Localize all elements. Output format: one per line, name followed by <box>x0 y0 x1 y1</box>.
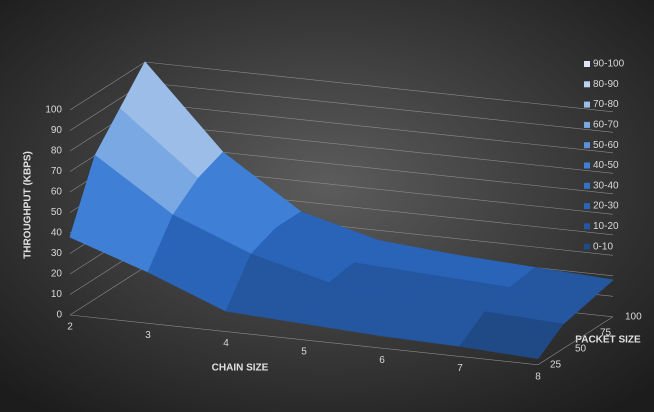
x-tick-label: 3 <box>145 330 151 341</box>
x-tick-label: 4 <box>223 338 229 349</box>
y-tick-label: 100 <box>45 105 62 116</box>
legend-swatch <box>584 203 590 210</box>
x-tick-label: 7 <box>457 363 463 374</box>
legend-label: 60-70 <box>593 120 619 131</box>
x-axis-title: CHAIN SIZE <box>212 363 269 374</box>
y-tick-label: 60 <box>51 187 63 198</box>
legend-label: 30-40 <box>593 180 619 191</box>
legend-swatch <box>584 243 590 250</box>
x-tick-label: 5 <box>301 347 307 358</box>
x-tick-label: 8 <box>535 371 541 382</box>
z-tick-label: 100 <box>625 311 642 322</box>
y-tick-label: 50 <box>51 207 63 218</box>
legend-swatch <box>584 223 590 230</box>
z-tick-label: 75 <box>600 327 612 338</box>
legend-label: 90-100 <box>593 59 625 70</box>
y-tick-label: 40 <box>51 228 63 239</box>
floor-edge <box>69 314 614 366</box>
x-tick-label: 2 <box>67 322 73 333</box>
legend-swatch <box>584 121 590 128</box>
legend-label: 40-50 <box>593 160 619 171</box>
surface-patch <box>459 311 564 360</box>
y-tick-label: 30 <box>51 248 63 259</box>
y-tick-label: 20 <box>51 269 63 280</box>
legend-swatch <box>584 101 590 108</box>
legend-label: 20-30 <box>593 201 619 212</box>
z-axis-title: PACKET SIZE <box>575 335 641 346</box>
legend-label: 10-20 <box>593 221 619 232</box>
legend-label: 50-60 <box>593 140 619 151</box>
y-tick-label: 80 <box>51 146 63 157</box>
y-tick-label: 0 <box>56 310 62 321</box>
legend-swatch <box>584 142 590 149</box>
y-tick-label: 70 <box>51 166 63 177</box>
legend-swatch <box>584 61 590 67</box>
x-tick-label: 6 <box>379 355 385 366</box>
y-tick-label: 10 <box>51 289 63 300</box>
y-axis-title: THROUGHPUT (KBPS) <box>23 151 34 259</box>
z-tick-label: 50 <box>575 343 587 354</box>
legend-swatch <box>584 162 590 169</box>
legend-label: 80-90 <box>593 79 619 90</box>
legend-label: 70-80 <box>593 99 619 110</box>
legend-label: 0-10 <box>593 241 613 252</box>
legend-swatch <box>584 81 590 88</box>
z-tick-label: 25 <box>550 359 562 370</box>
legend-swatch <box>584 182 590 189</box>
y-tick-label: 90 <box>51 125 63 136</box>
